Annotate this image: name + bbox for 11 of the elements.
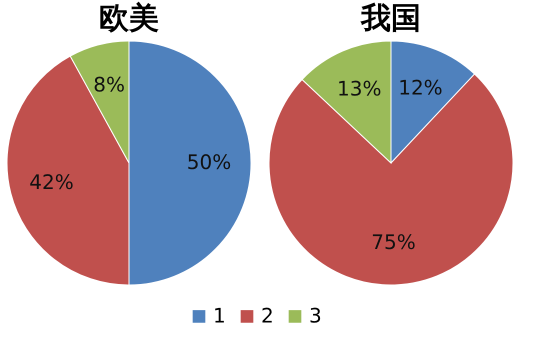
legend-label: 3 <box>309 303 322 328</box>
legend-label: 1 <box>213 303 226 328</box>
legend-label: 2 <box>261 303 274 328</box>
data-label: 50% <box>186 150 232 174</box>
data-label: 12% <box>398 76 443 100</box>
data-label: 8% <box>93 72 125 97</box>
data-label: 42% <box>29 170 74 194</box>
chart-title: 我国 <box>360 1 421 36</box>
data-label: 13% <box>337 76 382 101</box>
data-label: 75% <box>371 230 416 254</box>
chart-title: 欧美 <box>99 1 159 36</box>
